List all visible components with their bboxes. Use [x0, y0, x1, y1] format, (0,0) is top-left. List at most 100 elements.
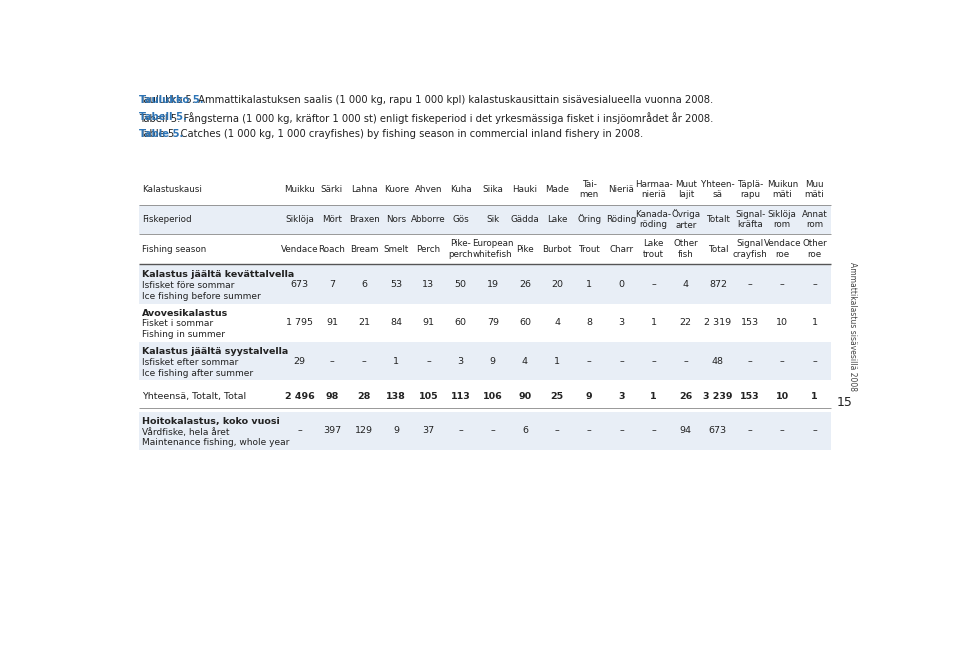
Text: Fisket i sommar: Fisket i sommar: [142, 320, 213, 328]
Text: 4: 4: [522, 357, 528, 366]
Text: 2 319: 2 319: [705, 318, 732, 327]
Text: 53: 53: [390, 280, 402, 289]
Text: –: –: [587, 426, 591, 436]
Text: Harmaa-
nieriä: Harmaa- nieriä: [635, 180, 672, 199]
Text: Vendace: Vendace: [281, 244, 319, 254]
Text: Charr: Charr: [610, 244, 634, 254]
Text: Kuore: Kuore: [384, 185, 409, 194]
Text: Särki: Särki: [321, 185, 343, 194]
Text: Totalt: Totalt: [706, 215, 730, 224]
Text: –: –: [748, 426, 753, 436]
Text: 91: 91: [422, 318, 435, 327]
Text: 19: 19: [487, 280, 499, 289]
Text: –: –: [780, 357, 784, 366]
Text: 6: 6: [361, 280, 367, 289]
Text: Maintenance fishing, whole year: Maintenance fishing, whole year: [142, 438, 290, 448]
Bar: [138, 412, 830, 450]
Text: –: –: [812, 357, 817, 366]
Text: –: –: [619, 426, 624, 436]
Text: 1: 1: [394, 357, 399, 366]
Text: –: –: [748, 357, 753, 366]
Text: 4: 4: [554, 318, 560, 327]
Text: 1: 1: [554, 357, 560, 366]
Text: Table 5. Catches (1 000 kg, 1 000 crayfishes) by fishing season in commercial in: Table 5. Catches (1 000 kg, 1 000 crayfi…: [138, 129, 643, 139]
Text: 98: 98: [325, 392, 339, 400]
Bar: [138, 384, 830, 408]
Bar: [138, 342, 830, 380]
Text: –: –: [362, 357, 367, 366]
Text: Other
roe: Other roe: [802, 240, 827, 259]
Text: 9: 9: [586, 392, 592, 400]
Text: 25: 25: [550, 392, 564, 400]
Text: 21: 21: [358, 318, 371, 327]
Text: –: –: [780, 426, 784, 436]
Text: Signal
crayfish: Signal crayfish: [732, 240, 767, 259]
Bar: [138, 174, 830, 453]
Text: Lahna: Lahna: [350, 185, 377, 194]
Text: Taulukko 5.: Taulukko 5.: [138, 95, 204, 105]
Text: 50: 50: [455, 280, 467, 289]
Text: –: –: [780, 280, 784, 289]
Text: 7: 7: [329, 280, 335, 289]
Text: –: –: [619, 357, 624, 366]
Text: Hoitokalastus, koko vuosi: Hoitokalastus, koko vuosi: [142, 417, 280, 426]
Text: 15: 15: [837, 396, 852, 410]
Text: 6: 6: [522, 426, 528, 436]
Text: Lake
trout: Lake trout: [643, 240, 664, 259]
Text: Muu
mäti: Muu mäti: [804, 180, 825, 199]
Bar: [138, 265, 830, 304]
Text: –: –: [458, 426, 463, 436]
Text: Tabell 5.: Tabell 5.: [138, 113, 186, 123]
Text: –: –: [748, 280, 753, 289]
Text: Kanada-
röding: Kanada- röding: [636, 210, 672, 229]
Text: Hauki: Hauki: [513, 185, 538, 194]
Text: 29: 29: [294, 357, 306, 366]
Text: Nors: Nors: [386, 215, 406, 224]
Text: 22: 22: [680, 318, 692, 327]
Text: 13: 13: [422, 280, 435, 289]
Text: 872: 872: [708, 280, 727, 289]
Text: Ahven: Ahven: [415, 185, 443, 194]
Text: 1 795: 1 795: [286, 318, 313, 327]
Bar: [138, 204, 830, 234]
Text: Trout: Trout: [578, 244, 600, 254]
Text: Yhteensä, Totalt, Total: Yhteensä, Totalt, Total: [142, 392, 247, 400]
Text: 10: 10: [776, 392, 789, 400]
Text: Abborre: Abborre: [411, 215, 445, 224]
Text: Total: Total: [708, 244, 729, 254]
Text: Sik: Sik: [486, 215, 499, 224]
Text: Bream: Bream: [349, 244, 378, 254]
Text: –: –: [298, 426, 302, 436]
Text: Perch: Perch: [417, 244, 441, 254]
Text: Made: Made: [545, 185, 569, 194]
Text: 3: 3: [618, 318, 625, 327]
Text: 673: 673: [708, 426, 727, 436]
Text: Pike-
perch: Pike- perch: [448, 240, 473, 259]
Text: Mört: Mört: [322, 215, 342, 224]
Text: 0: 0: [618, 280, 624, 289]
Text: Ice fishing after summer: Ice fishing after summer: [142, 369, 253, 378]
Text: Burbot: Burbot: [542, 244, 572, 254]
Text: Table 5.: Table 5.: [138, 129, 183, 139]
Text: Roach: Roach: [319, 244, 346, 254]
Text: 60: 60: [519, 318, 531, 327]
Text: Kalastus jäältä kevättalvella: Kalastus jäältä kevättalvella: [142, 270, 295, 279]
Text: Vendace
roe: Vendace roe: [763, 240, 801, 259]
Text: –: –: [651, 357, 656, 366]
Text: Taulukko 5. Ammattikalastuksen saalis (1 000 kg, rapu 1 000 kpl) kalastuskausitt: Taulukko 5. Ammattikalastuksen saalis (1…: [138, 95, 713, 105]
Text: 1: 1: [651, 318, 657, 327]
Text: Braxen: Braxen: [348, 215, 379, 224]
Text: –: –: [587, 357, 591, 366]
Text: 106: 106: [483, 392, 503, 400]
Text: 113: 113: [451, 392, 470, 400]
Text: Pike: Pike: [516, 244, 534, 254]
Text: 138: 138: [386, 392, 406, 400]
Text: –: –: [812, 426, 817, 436]
Text: 10: 10: [777, 318, 788, 327]
Text: 9: 9: [490, 357, 495, 366]
Text: 8: 8: [587, 318, 592, 327]
Text: 60: 60: [455, 318, 467, 327]
Text: Nieriä: Nieriä: [609, 185, 635, 194]
Text: Yhteen-
sä: Yhteen- sä: [701, 180, 734, 199]
Text: 48: 48: [712, 357, 724, 366]
